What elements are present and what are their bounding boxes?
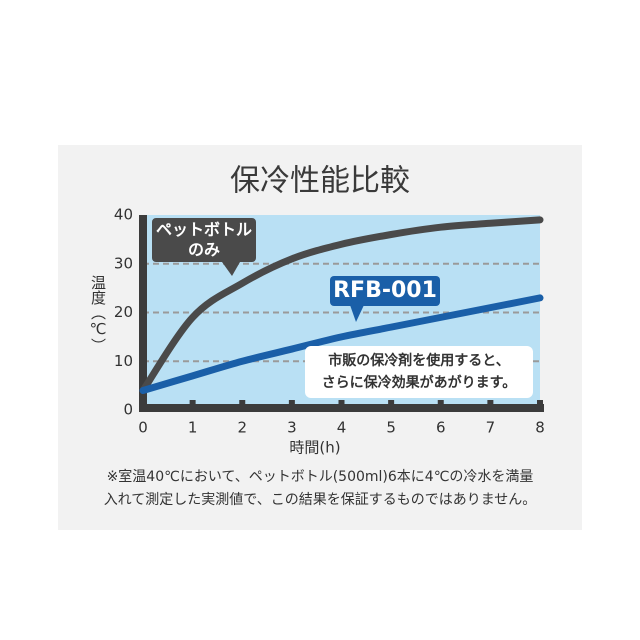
x-tick-label: 1 <box>188 419 198 437</box>
y-tick-label: 10 <box>114 352 133 370</box>
x-tick-label: 6 <box>436 419 446 437</box>
x-tick-label: 7 <box>486 419 496 437</box>
callout-pointer <box>350 305 364 322</box>
y-tick-label: 30 <box>114 254 133 272</box>
y-tick-label: 40 <box>114 206 133 224</box>
annotation-line: さらに保冷効果があがります。 <box>321 375 517 391</box>
footnote-line: 入れて測定した実測値で、この結果を保証するものではありません。 <box>103 492 537 508</box>
chart-title: 保冷性能比較 <box>230 164 410 199</box>
series-label: RFB-001 <box>330 276 440 306</box>
series-line <box>139 216 544 394</box>
x-tick-label: 4 <box>337 419 347 437</box>
x-tick-label: 2 <box>237 419 247 437</box>
x-tick-label: 5 <box>386 419 396 437</box>
x-tick-label: 0 <box>138 419 148 437</box>
series-label: ペットボトルのみ <box>152 218 256 262</box>
footnote-line: ※室温40℃において、ペットボトル(500ml)6本に4℃の冷水を満量 <box>106 469 534 485</box>
x-tick-label: 8 <box>535 419 545 437</box>
x-axis-label: 時間(h) <box>289 439 340 457</box>
y-axis-label: 温度（℃） <box>89 275 107 353</box>
callout-pointer <box>222 262 240 276</box>
y-tick-label: 0 <box>123 401 133 419</box>
x-tick-label: 3 <box>287 419 297 437</box>
annotation-line: 市販の保冷剤を使用すると、 <box>328 353 510 369</box>
y-tick-label: 20 <box>114 303 133 321</box>
series-line <box>139 294 544 394</box>
footnote: ※室温40℃において、ペットボトル(500ml)6本に4℃の冷水を満量 入れて測… <box>60 466 580 512</box>
annotation: 市販の保冷剤を使用すると、 さらに保冷効果があがります。 <box>305 346 533 398</box>
